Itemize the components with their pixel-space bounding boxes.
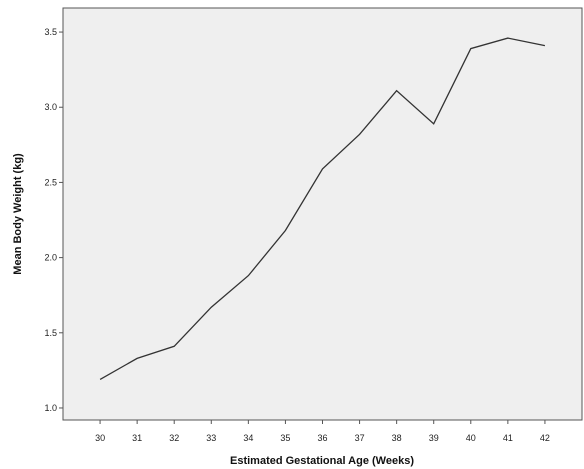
data-line	[99, 37, 546, 380]
y-tick-label: 3.0	[44, 102, 57, 112]
x-tick-label: 36	[317, 433, 327, 443]
y-tick-label: 3.5	[44, 27, 57, 37]
x-axis-title: Estimated Gestational Age (Weeks)	[230, 455, 414, 467]
y-axis: 1.0 1.5 2.0 2.5 3.0 3.5	[44, 27, 63, 413]
y-tick-label: 2.5	[44, 177, 57, 187]
x-tick-label: 38	[392, 433, 402, 443]
plot-area	[62, 7, 583, 421]
x-tick-label: 34	[243, 433, 253, 443]
y-tick-label: 2.0	[44, 253, 57, 263]
x-tick-label: 33	[206, 433, 216, 443]
y-axis-title: Mean Body Weight (kg)	[12, 153, 24, 275]
y-tick-label: 1.0	[44, 403, 57, 413]
y-tick-label: 1.5	[44, 328, 57, 338]
x-axis: 30 31 32 33 34 35 36 37 38 39 40 41 42	[95, 420, 550, 443]
x-tick-label: 31	[132, 433, 142, 443]
x-tick-label: 32	[169, 433, 179, 443]
x-tick-label: 35	[280, 433, 290, 443]
x-tick-label: 40	[466, 433, 476, 443]
x-tick-label: 37	[355, 433, 365, 443]
x-tick-label: 41	[503, 433, 513, 443]
x-tick-label: 30	[95, 433, 105, 443]
x-tick-label: 42	[540, 433, 550, 443]
x-tick-label: 39	[429, 433, 439, 443]
